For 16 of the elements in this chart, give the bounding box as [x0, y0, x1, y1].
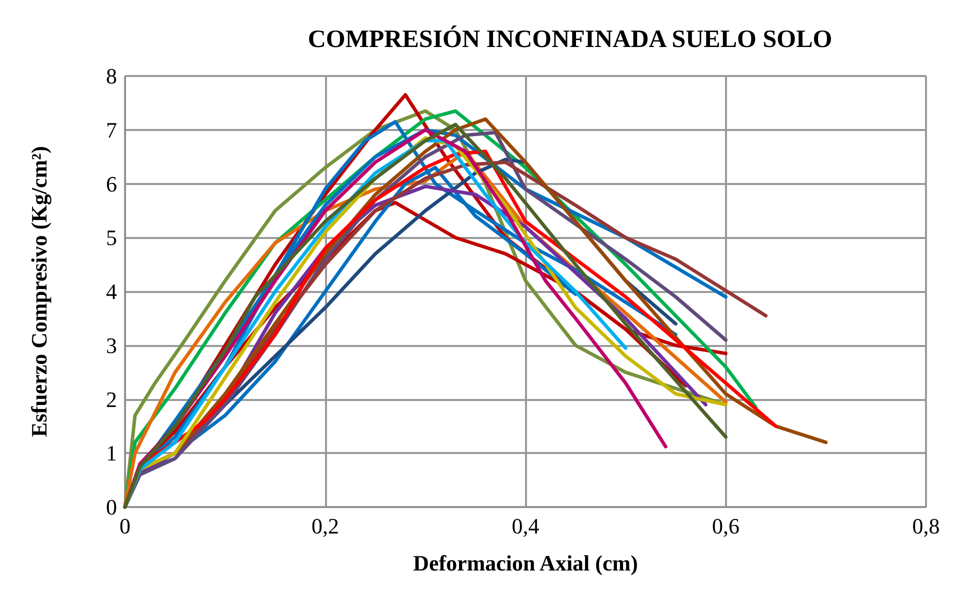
- y-tick-label: 4: [106, 279, 117, 304]
- y-tick-label: 2: [106, 386, 117, 412]
- y-tick-label: 3: [106, 332, 117, 358]
- x-tick-label: 0,6: [712, 514, 740, 538]
- chart-title: COMPRESIÓN INCONFINADA SUELO SOLO: [308, 25, 832, 53]
- y-axis-title: Esfuerzo Compresivo (Kg/cm²): [26, 146, 52, 437]
- x-tick-label: 0,8: [912, 514, 940, 538]
- x-tick-label: 0,2: [312, 514, 339, 538]
- x-axis-title: Deformacion Axial (cm): [413, 550, 638, 576]
- y-tick-label: 1: [106, 440, 117, 466]
- y-tick-label: 5: [106, 225, 117, 250]
- y-tick-label: 6: [106, 171, 117, 196]
- x-tick-label: 0,4: [512, 514, 540, 538]
- y-tick-label: 7: [106, 117, 117, 142]
- y-tick-label: 0: [106, 494, 117, 520]
- y-tick-label: 8: [106, 64, 117, 88]
